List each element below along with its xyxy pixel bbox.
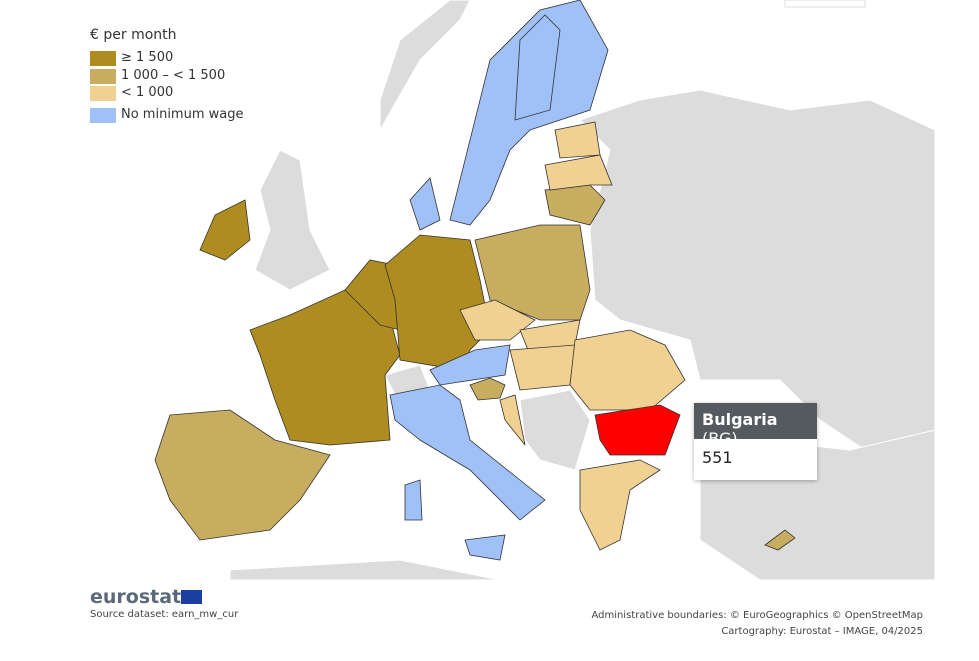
- legend-title: € per month: [90, 27, 177, 43]
- tooltip-value: 551: [702, 448, 733, 467]
- legend-label: No minimum wage: [121, 107, 244, 122]
- tooltip-country: Bulgaria: [702, 410, 778, 429]
- source: Source dataset: earn_mw_cur: [90, 609, 239, 620]
- legend-swatch: [90, 108, 116, 123]
- country-highlighted[interactable]: [594, 404, 681, 456]
- country[interactable]: [514, 14, 561, 121]
- country[interactable]: [764, 529, 796, 551]
- country[interactable]: [249, 289, 401, 446]
- tooltip: Bulgaria (BG) 551: [694, 403, 817, 480]
- legend-swatch: [90, 51, 116, 66]
- country[interactable]: [389, 384, 546, 521]
- country[interactable]: [509, 344, 576, 391]
- logo: eurostat: [90, 586, 182, 608]
- country[interactable]: [429, 344, 511, 386]
- legend-label: 1 000 – < 1 500: [121, 68, 226, 83]
- eu-flag: [181, 590, 202, 604]
- cartography: Cartography: Eurostat – IMAGE, 04/2025: [721, 626, 923, 637]
- country[interactable]: [554, 121, 601, 159]
- tooltip-code: (BG): [702, 429, 738, 448]
- background-land: [229, 0, 936, 581]
- legend-swatch: [90, 86, 116, 101]
- country[interactable]: [569, 329, 686, 411]
- legend-swatch: [90, 69, 116, 84]
- country[interactable]: [579, 459, 661, 551]
- country[interactable]: [469, 377, 506, 401]
- legend-label: ≥ 1 500: [121, 50, 174, 65]
- legend-label: < 1 000: [121, 85, 174, 100]
- country[interactable]: [544, 154, 613, 191]
- country[interactable]: [409, 177, 441, 231]
- country[interactable]: [199, 199, 251, 261]
- boundaries: Administrative boundaries: © EuroGeograp…: [591, 610, 923, 621]
- country[interactable]: [404, 479, 423, 521]
- country[interactable]: [464, 534, 506, 561]
- country[interactable]: [499, 394, 526, 446]
- country[interactable]: [154, 409, 331, 541]
